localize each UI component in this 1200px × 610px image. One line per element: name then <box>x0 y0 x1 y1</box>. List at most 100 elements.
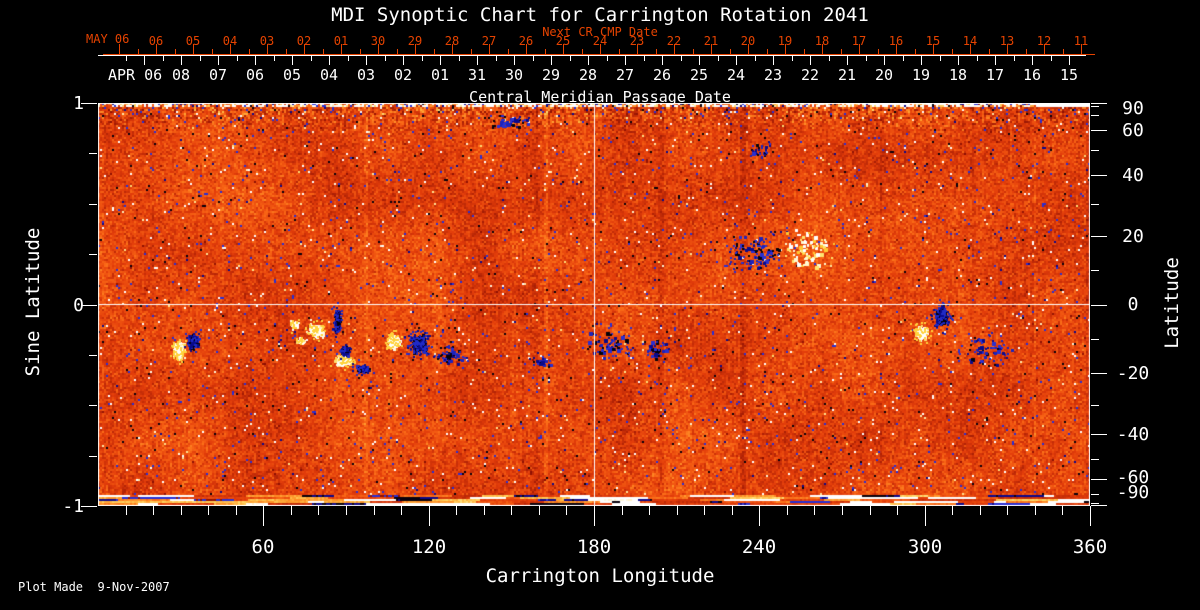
longitude-minor-tick <box>318 506 319 515</box>
next-cr-minor-tick <box>285 49 287 54</box>
next-cr-major-tick <box>1044 44 1045 54</box>
cmp-minor-tick <box>791 56 793 61</box>
next-cr-major-tick <box>600 44 601 54</box>
next-cr-minor-tick <box>137 49 139 54</box>
latitude-major-tick <box>1091 175 1107 176</box>
next-cr-minor-tick <box>803 49 805 54</box>
longitude-tick-label: 60 <box>251 536 275 558</box>
cmp-minor-tick <box>310 56 312 61</box>
latitude-minor-tick <box>1091 106 1099 107</box>
next-cr-major-tick <box>230 44 231 54</box>
next-cr-day-label: 26 <box>518 34 534 48</box>
longitude-minor-tick <box>456 506 457 515</box>
latitude-tick-label: 0 <box>1127 294 1139 315</box>
cmp-day-label: 23 <box>763 66 783 84</box>
longitude-tick-label: 120 <box>411 536 447 558</box>
next-cr-major-tick <box>415 44 416 54</box>
latitude-tick-label: -40 <box>1116 424 1150 445</box>
next-cr-minor-tick <box>248 49 250 54</box>
next-cr-major-tick <box>896 44 897 54</box>
longitude-minor-tick <box>484 506 485 515</box>
next-cr-minor-tick <box>470 49 472 54</box>
cmp-minor-tick <box>569 56 571 61</box>
next-cr-day-label: 24 <box>592 34 608 48</box>
latitude-major-tick <box>1091 434 1107 435</box>
cmp-major-tick <box>773 56 774 65</box>
cmp-major-tick <box>551 56 552 65</box>
cmp-minor-tick <box>717 56 719 61</box>
latitude-tick-label: -60 <box>1116 467 1150 488</box>
cmp-day-label: 29 <box>541 66 561 84</box>
cmp-minor-tick <box>347 56 349 61</box>
cmp-major-tick <box>921 56 922 65</box>
next-cr-day-label: 28 <box>444 34 460 48</box>
next-cr-day-label: 13 <box>999 34 1015 48</box>
cmp-major-tick <box>255 56 256 65</box>
cmp-day-label: 31 <box>467 66 487 84</box>
cmp-day-label: 28 <box>578 66 598 84</box>
cmp-major-tick <box>625 56 626 65</box>
longitude-minor-tick <box>787 506 788 515</box>
latitude-major-tick <box>1091 130 1107 131</box>
latitude-major-tick <box>1091 505 1107 506</box>
next-cr-minor-tick <box>877 49 879 54</box>
longitude-minor-tick <box>952 506 953 515</box>
cmp-day-label: 07 <box>208 66 228 84</box>
longitude-minor-tick <box>511 506 512 515</box>
cmp-axis-line <box>98 55 1086 56</box>
next-cr-day-label: 18 <box>814 34 830 48</box>
sine-latitude-tick-label: 0 <box>73 295 84 316</box>
next-cr-minor-tick <box>840 49 842 54</box>
cmp-day-label: 04 <box>319 66 339 84</box>
longitude-minor-tick <box>732 506 733 515</box>
cmp-major-tick <box>588 56 589 65</box>
cmp-major-tick <box>810 56 811 65</box>
cmp-major-tick <box>884 56 885 65</box>
cmp-major-tick <box>292 56 293 65</box>
next-cr-axis-line <box>103 54 1095 55</box>
sine-latitude-tick-label: -1 <box>62 496 84 517</box>
longitude-minor-tick <box>374 506 375 515</box>
longitude-tick-label: 360 <box>1072 536 1108 558</box>
plot-made-timestamp: Plot Made 9-Nov-2007 <box>18 580 170 594</box>
next-cr-minor-tick <box>729 49 731 54</box>
next-cr-major-tick <box>859 44 860 54</box>
next-cr-day-label: 17 <box>851 34 867 48</box>
cmp-day-label: 27 <box>615 66 635 84</box>
longitude-minor-tick <box>346 506 347 515</box>
next-cr-day-label: 01 <box>333 34 349 48</box>
sine-latitude-minor-tick <box>89 355 97 356</box>
longitude-minor-tick <box>208 506 209 515</box>
next-cr-minor-tick <box>359 49 361 54</box>
cmp-minor-tick <box>1050 56 1052 61</box>
cmp-minor-tick <box>384 56 386 61</box>
cmp-day-label: 17 <box>985 66 1005 84</box>
next-cr-minor-tick <box>507 49 509 54</box>
cmp-day-label: 20 <box>874 66 894 84</box>
chart-title: MDI Synoptic Chart for Carrington Rotati… <box>331 4 869 26</box>
latitude-tick-label: -20 <box>1116 363 1150 384</box>
next-cr-day-label: 06 <box>148 34 164 48</box>
next-cr-major-tick <box>563 44 564 54</box>
longitude-major-tick <box>1090 506 1091 526</box>
next-cr-major-tick <box>156 44 157 54</box>
cmp-major-tick <box>958 56 959 65</box>
longitude-major-tick <box>429 506 430 526</box>
next-cr-major-tick <box>674 44 675 54</box>
cmp-day-label: 02 <box>393 66 413 84</box>
sine-latitude-minor-tick <box>89 204 97 205</box>
cmp-day-label: 21 <box>837 66 857 84</box>
longitude-tick-label: 180 <box>576 536 612 558</box>
next-cr-day-label: 21 <box>703 34 719 48</box>
longitude-minor-tick <box>980 506 981 515</box>
next-cr-axis-title: Next CR CMP Date <box>542 25 658 39</box>
cmp-minor-tick <box>532 56 534 61</box>
next-cr-major-tick <box>933 44 934 54</box>
next-cr-minor-tick <box>211 49 213 54</box>
next-cr-major-tick <box>785 44 786 54</box>
next-cr-minor-tick <box>1062 49 1064 54</box>
cmp-minor-tick <box>865 56 867 61</box>
next-cr-major-tick <box>489 44 490 54</box>
sine-latitude-major-tick <box>81 506 97 507</box>
longitude-minor-tick <box>897 506 898 515</box>
